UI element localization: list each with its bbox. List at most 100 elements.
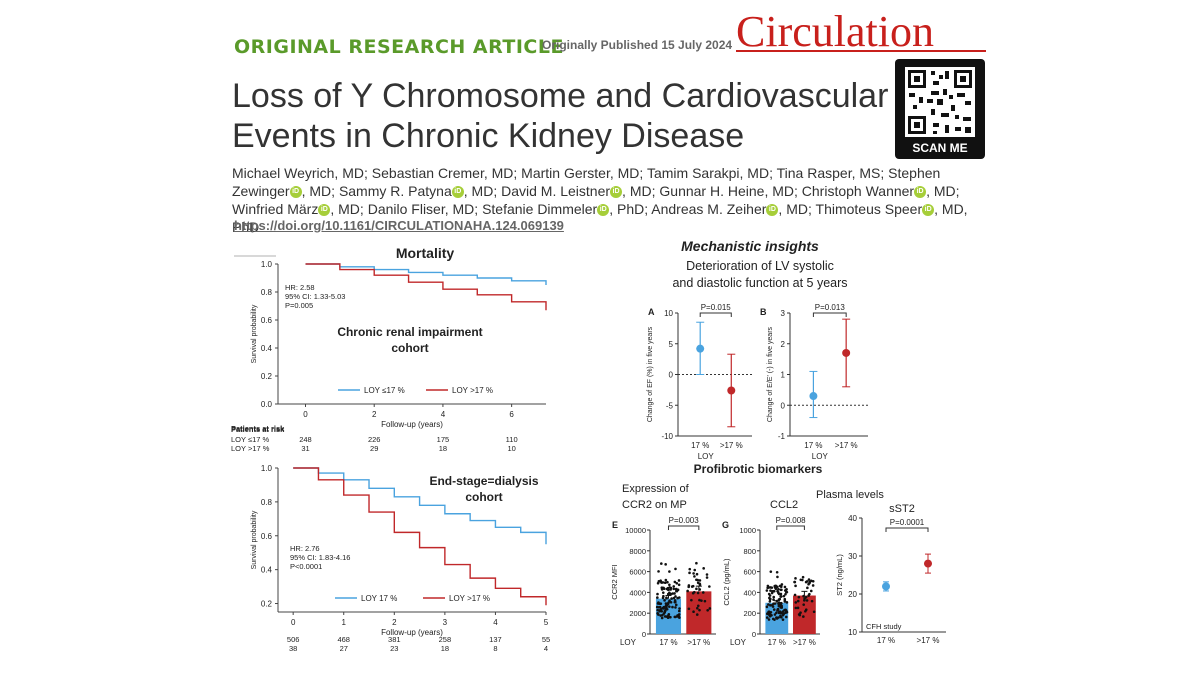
doi-link[interactable]: https://doi.org/10.1161/CIRCULATIONAHA.1… bbox=[234, 218, 564, 233]
mean-point bbox=[882, 582, 890, 591]
data-point bbox=[796, 599, 800, 603]
y-tick-label: 10000 bbox=[625, 526, 646, 535]
data-point bbox=[673, 599, 677, 602]
data-point bbox=[774, 587, 778, 591]
data-point bbox=[803, 597, 806, 600]
y-tick-label: 3 bbox=[781, 309, 786, 318]
data-point bbox=[807, 578, 811, 581]
data-point bbox=[779, 592, 783, 596]
author-name[interactable]: Tamim Sarakpi, MD; bbox=[646, 165, 773, 181]
category-label: 17 % bbox=[877, 636, 895, 645]
orcid-icon[interactable]: iD bbox=[610, 186, 623, 199]
risk-row-label: LOY >17 % bbox=[231, 444, 270, 453]
author-degree: , MD; bbox=[622, 183, 656, 199]
data-point bbox=[663, 581, 667, 584]
data-point bbox=[656, 596, 659, 599]
orcid-icon[interactable]: iD bbox=[766, 204, 779, 217]
y-tick-label: 40 bbox=[848, 514, 857, 523]
data-point bbox=[783, 599, 787, 602]
data-point bbox=[673, 592, 676, 595]
orcid-icon[interactable]: iD bbox=[597, 204, 610, 217]
data-point bbox=[664, 578, 668, 582]
orcid-icon[interactable]: iD bbox=[451, 186, 464, 199]
data-point bbox=[772, 608, 776, 611]
data-point bbox=[768, 598, 772, 601]
author-name[interactable]: Stefanie Dimmeler bbox=[482, 201, 598, 217]
p-value: P=0.015 bbox=[701, 303, 732, 312]
x-axis-label: LOY bbox=[730, 638, 747, 647]
author-name[interactable]: Christoph Wanner bbox=[801, 183, 915, 199]
data-point bbox=[656, 608, 659, 612]
data-point bbox=[668, 599, 671, 602]
data-point bbox=[666, 580, 669, 584]
author-name[interactable]: Andreas M. Zeiher bbox=[651, 201, 767, 217]
orcid-icon[interactable]: iD bbox=[289, 186, 302, 199]
author-name[interactable]: David M. Leistner bbox=[501, 183, 611, 199]
data-point bbox=[784, 592, 787, 596]
author-degree: , MD, PhD bbox=[232, 201, 968, 235]
data-point bbox=[774, 584, 778, 588]
author-name[interactable]: Tina Rasper, MS; bbox=[776, 165, 885, 181]
data-point bbox=[702, 567, 705, 570]
author-name[interactable]: Winfried März bbox=[232, 201, 319, 217]
hr-stat: 95% CI: 1.83-4.16 bbox=[290, 553, 350, 562]
y-axis-label: Change of EF (%) in five years bbox=[647, 326, 654, 422]
data-point bbox=[776, 609, 779, 612]
category-label: >17 % bbox=[835, 441, 858, 450]
y-tick-label: 0.8 bbox=[261, 498, 273, 507]
km-curve-low-loy bbox=[293, 467, 547, 545]
panel-letter: E bbox=[612, 520, 618, 530]
risk-count: 137 bbox=[489, 635, 502, 644]
author-name[interactable]: Stephen Zewinger bbox=[232, 165, 941, 199]
data-point bbox=[687, 607, 691, 611]
data-point bbox=[802, 615, 805, 618]
risk-table-heading: Patients at risk bbox=[231, 425, 285, 434]
author-name[interactable]: Danilo Fliser, MD; bbox=[367, 201, 479, 217]
author-name[interactable]: Thimoteus Speer bbox=[815, 201, 923, 217]
y-tick-label: 2 bbox=[781, 340, 786, 349]
x-tick-label: 0 bbox=[303, 410, 308, 419]
panel-letter: G bbox=[722, 520, 729, 530]
section-subheading: and diastolic function at 5 years bbox=[672, 276, 847, 290]
x-tick-label: 3 bbox=[443, 618, 448, 627]
data-point bbox=[775, 599, 779, 603]
author-name[interactable]: Sebastian Cremer, MD; bbox=[371, 165, 518, 181]
risk-count: 55 bbox=[542, 635, 550, 644]
data-point bbox=[668, 583, 671, 587]
y-tick-label: 0.6 bbox=[261, 532, 273, 541]
category-label: >17 % bbox=[687, 638, 710, 647]
author-name[interactable]: Gunnar H. Heine, MD; bbox=[659, 183, 798, 199]
publication-date: Originally Published 15 July 2024 bbox=[542, 38, 733, 52]
data-point bbox=[769, 604, 772, 607]
data-point bbox=[804, 609, 807, 613]
significance-bracket bbox=[885, 527, 929, 532]
orcid-icon[interactable]: iD bbox=[318, 204, 331, 217]
chart-title: CCL2 bbox=[770, 499, 798, 511]
category-label: 17 % bbox=[691, 441, 709, 450]
data-point bbox=[797, 613, 801, 616]
risk-count: 506 bbox=[287, 635, 300, 644]
data-point bbox=[664, 563, 667, 566]
data-point bbox=[655, 605, 659, 609]
author-name[interactable]: Sammy R. Patyna bbox=[338, 183, 452, 199]
orcid-icon[interactable]: iD bbox=[914, 186, 927, 199]
data-point bbox=[804, 580, 808, 584]
data-point bbox=[657, 601, 660, 604]
data-point bbox=[671, 605, 674, 609]
risk-count: 175 bbox=[437, 435, 450, 444]
risk-count: 31 bbox=[301, 444, 309, 453]
x-tick-label: 1 bbox=[342, 618, 347, 627]
y-tick-label: 1.0 bbox=[261, 464, 273, 473]
section-subheading: Plasma levels bbox=[816, 489, 884, 501]
data-point bbox=[677, 583, 681, 587]
author-name[interactable]: Michael Weyrich, MD; bbox=[232, 165, 368, 181]
data-point bbox=[701, 591, 705, 594]
data-point bbox=[781, 613, 785, 617]
data-point bbox=[772, 589, 776, 593]
author-name[interactable]: Martin Gerster, MD; bbox=[521, 165, 644, 181]
data-point bbox=[779, 588, 783, 592]
orcid-icon[interactable]: iD bbox=[922, 204, 935, 217]
qr-pattern-icon bbox=[905, 67, 975, 137]
qr-code[interactable]: SCAN ME bbox=[895, 59, 985, 159]
x-axis-label: LOY bbox=[698, 452, 715, 461]
